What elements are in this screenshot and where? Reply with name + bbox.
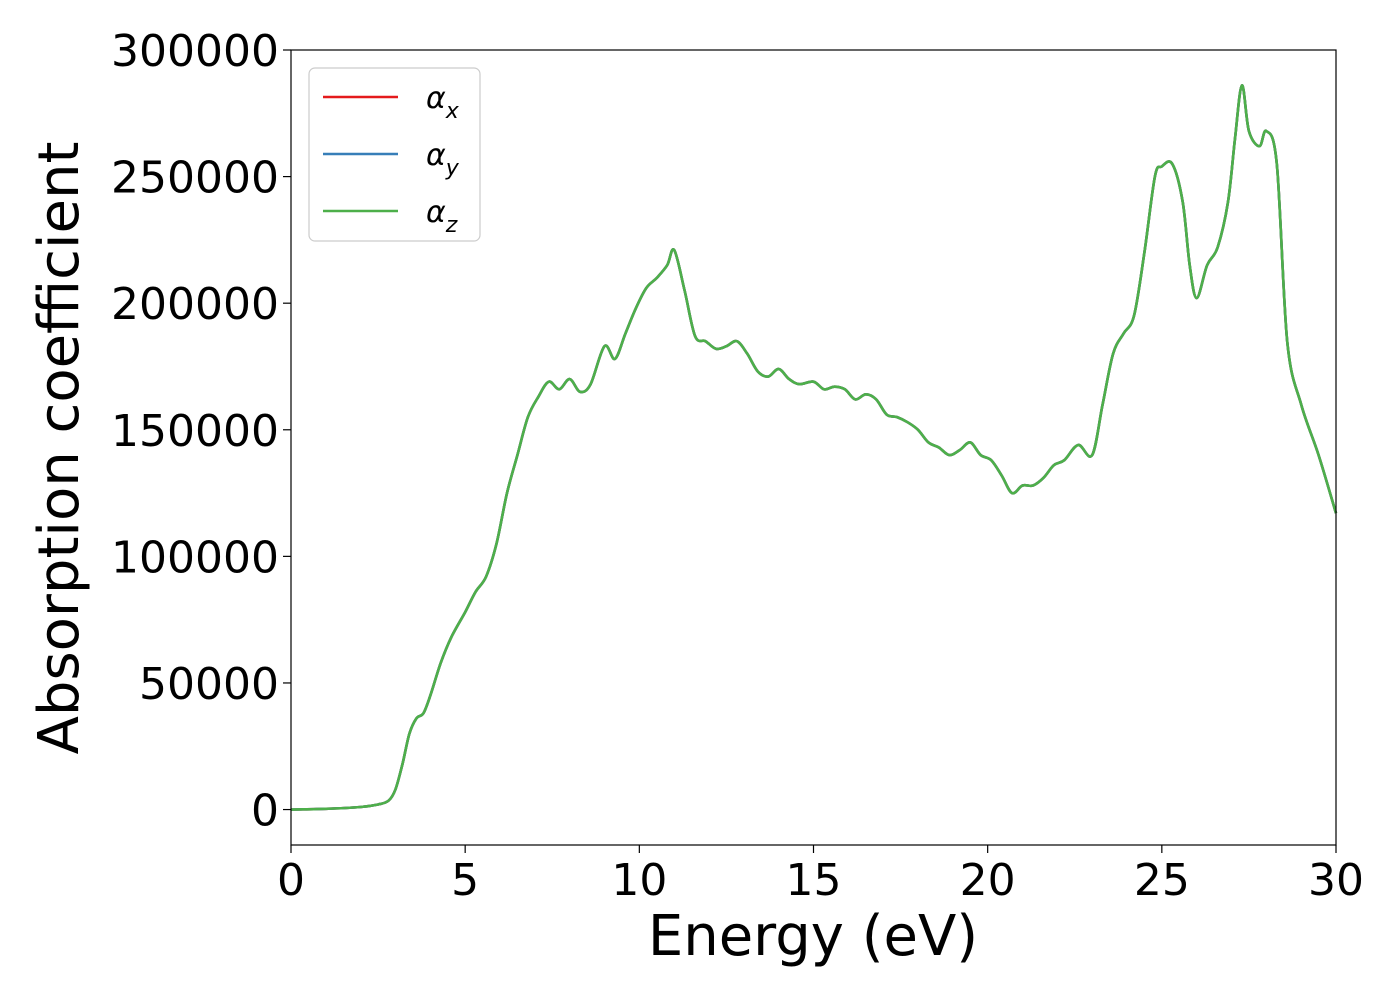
legend-label: αy: [426, 138, 460, 181]
series-layer: [290, 84, 1338, 811]
y-axis: 0 50000 100000 150000 200000 250000 300000: [111, 26, 291, 837]
x-tick-label: 10: [611, 855, 667, 906]
legend-items: αx αy αz: [323, 81, 460, 238]
x-axis-label: Energy (eV): [648, 904, 978, 969]
x-tick-label: 25: [1134, 855, 1190, 906]
x-tick-label: 30: [1308, 855, 1364, 906]
y-tick-label: 200000: [111, 279, 279, 330]
x-axis: 0 5 10 15 20 25 30: [277, 845, 1364, 906]
x-tick-label: 0: [277, 855, 305, 906]
legend-label: αz: [426, 195, 458, 238]
x-tick-label: 15: [786, 855, 842, 906]
y-tick-label: 250000: [111, 153, 279, 204]
y-tick-label: 150000: [111, 406, 279, 457]
y-axis-label: Absorption coefficient: [27, 142, 92, 755]
y-tick-label: 0: [251, 786, 279, 837]
legend-label: αx: [426, 81, 460, 124]
x-tick-label: 5: [451, 855, 479, 906]
legend: αx αy αz: [308, 67, 481, 242]
y-tick-label: 100000: [111, 532, 279, 583]
x-tick-label: 20: [960, 855, 1016, 906]
y-tick-label: 50000: [139, 659, 279, 710]
series-line-3: [290, 84, 1338, 811]
y-tick-label: 300000: [111, 26, 279, 77]
